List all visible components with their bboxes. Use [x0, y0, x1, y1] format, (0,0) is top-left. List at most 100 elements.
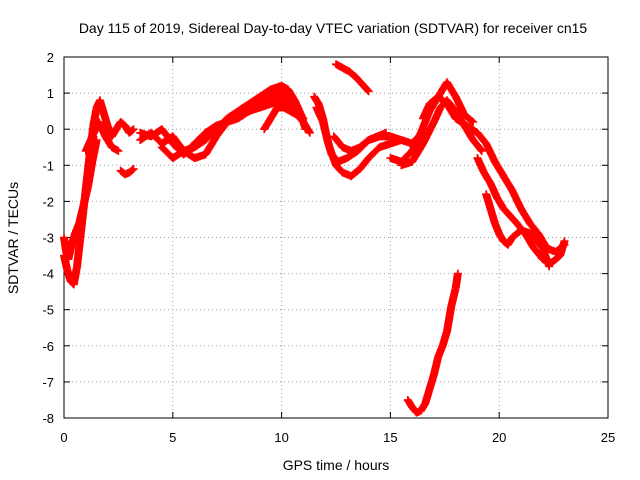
data-point — [538, 244, 553, 269]
data-point — [421, 386, 434, 408]
chart-title: Day 115 of 2019, Sidereal Day-to-day VTE… — [79, 20, 588, 36]
y-tick-label: -1 — [42, 158, 54, 173]
data-point — [469, 136, 485, 154]
data-point — [201, 133, 220, 159]
data-point — [408, 140, 427, 166]
y-tick-label: 0 — [47, 122, 54, 137]
data-point — [347, 165, 363, 181]
data-point — [358, 80, 372, 95]
data-point — [443, 99, 459, 122]
data-point — [125, 126, 137, 137]
data-point — [447, 285, 460, 311]
data-point — [345, 67, 359, 80]
data-point — [517, 204, 533, 226]
data-point — [545, 262, 554, 271]
y-tick-label: -5 — [42, 303, 54, 318]
axis-ticks: 0 5 10 15 20 25 -8 -7 -6 -5 -4 -3 -2 -1 0 1 2 — [42, 50, 615, 445]
data-point — [453, 269, 462, 278]
data-point — [364, 144, 383, 163]
y-tick-label: 2 — [47, 50, 54, 65]
data-point — [451, 92, 468, 118]
x-tick-label: 10 — [274, 430, 288, 445]
series-arc-10 — [312, 103, 406, 181]
data-point — [73, 235, 85, 271]
data-point — [355, 155, 372, 173]
data-point — [419, 101, 433, 123]
data-point — [434, 92, 450, 107]
data-point — [482, 190, 495, 212]
data-point — [332, 161, 346, 176]
data-point — [486, 179, 501, 201]
data-point — [355, 136, 372, 152]
data-point — [81, 133, 96, 155]
data-point — [473, 128, 490, 147]
data-point — [266, 104, 281, 123]
x-tick-label: 5 — [169, 430, 176, 445]
data-point — [69, 263, 81, 289]
data-point — [499, 172, 516, 194]
data-point — [190, 129, 209, 148]
data-point — [490, 157, 507, 179]
data-point — [460, 110, 476, 126]
data-point — [260, 115, 274, 134]
y-tick-label: -6 — [42, 339, 54, 354]
data-point — [556, 238, 568, 260]
data-point — [508, 186, 525, 212]
x-axis-label: GPS time / hours — [283, 457, 390, 473]
x-tick-label: 0 — [60, 430, 67, 445]
data-point — [499, 204, 514, 219]
x-tick-label: 20 — [492, 430, 506, 445]
series-arc-17 — [482, 190, 554, 271]
data-point — [292, 110, 307, 125]
data-point — [429, 105, 444, 126]
data-point — [438, 328, 451, 350]
data-point — [495, 229, 507, 244]
data-point — [412, 407, 424, 417]
series-arc-11 — [329, 128, 390, 155]
data-point — [157, 143, 176, 161]
data-point — [94, 118, 109, 139]
data-point — [419, 119, 438, 148]
data-point — [201, 126, 220, 144]
data-point — [403, 396, 416, 410]
y-tick-label: -7 — [42, 375, 54, 390]
data-point — [129, 164, 138, 173]
data-point — [397, 136, 406, 144]
data-point — [443, 303, 456, 336]
data-point — [443, 78, 459, 100]
data-point — [120, 169, 132, 179]
y-axis-label: SDTVAR / TECUs — [5, 182, 21, 294]
data-point — [477, 146, 486, 155]
data-point — [482, 139, 499, 165]
data-point — [212, 119, 231, 141]
data-point — [312, 103, 327, 125]
series-arc-4 — [116, 164, 138, 179]
y-tick-label: -8 — [42, 411, 54, 426]
data-point — [473, 154, 488, 176]
data-point — [425, 372, 438, 394]
series-arc-8 — [260, 103, 314, 137]
data-point — [382, 128, 390, 137]
data-point — [534, 229, 551, 251]
data-point — [129, 125, 138, 134]
data-point — [351, 72, 366, 87]
data-point — [408, 130, 425, 155]
data-point — [114, 146, 123, 155]
data-point — [364, 87, 373, 96]
data-point — [493, 193, 507, 212]
series-arc-12 — [332, 60, 373, 96]
x-tick-label: 15 — [383, 430, 397, 445]
data-point — [525, 219, 542, 237]
series-arc-15 — [419, 92, 569, 256]
data-point — [506, 211, 520, 226]
data-point — [527, 229, 546, 252]
data-point — [116, 118, 128, 129]
y-tick-label: 1 — [47, 86, 54, 101]
data-point — [560, 237, 569, 246]
series-arc-3 — [81, 118, 123, 155]
x-tick-label: 25 — [601, 430, 615, 445]
data-point — [530, 244, 546, 262]
data-point — [99, 107, 112, 129]
y-tick-label: -4 — [42, 267, 54, 282]
